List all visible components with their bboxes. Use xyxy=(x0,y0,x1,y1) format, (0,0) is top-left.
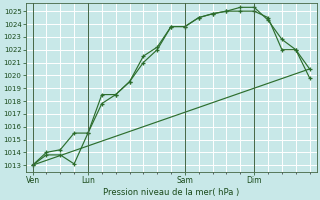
X-axis label: Pression niveau de la mer( hPa ): Pression niveau de la mer( hPa ) xyxy=(103,188,239,197)
